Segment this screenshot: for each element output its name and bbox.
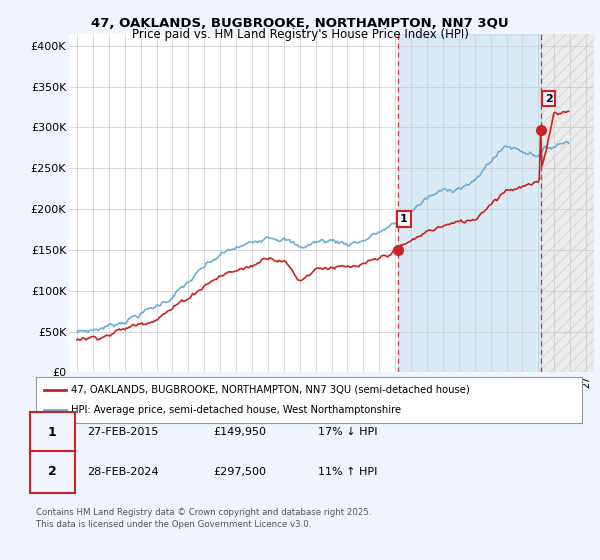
Text: 1: 1 [48, 426, 56, 439]
Bar [398, 34, 541, 372]
Text: 17% ↓ HPI: 17% ↓ HPI [318, 427, 377, 437]
Text: 2: 2 [545, 94, 553, 104]
Text: £297,500: £297,500 [213, 466, 266, 477]
Text: Price paid vs. HM Land Registry's House Price Index (HPI): Price paid vs. HM Land Registry's House … [131, 28, 469, 41]
Text: 11% ↑ HPI: 11% ↑ HPI [318, 466, 377, 477]
Text: 28-FEB-2024: 28-FEB-2024 [87, 466, 158, 477]
Bar [541, 34, 594, 372]
Text: £149,950: £149,950 [213, 427, 266, 437]
Text: 1: 1 [400, 214, 408, 224]
Text: Contains HM Land Registry data © Crown copyright and database right 2025.
This d: Contains HM Land Registry data © Crown c… [36, 508, 371, 529]
Text: HPI: Average price, semi-detached house, West Northamptonshire: HPI: Average price, semi-detached house,… [71, 405, 401, 415]
Text: 2: 2 [48, 465, 56, 478]
Text: 27-FEB-2015: 27-FEB-2015 [87, 427, 158, 437]
Text: 47, OAKLANDS, BUGBROOKE, NORTHAMPTON, NN7 3QU (semi-detached house): 47, OAKLANDS, BUGBROOKE, NORTHAMPTON, NN… [71, 385, 470, 395]
Text: 47, OAKLANDS, BUGBROOKE, NORTHAMPTON, NN7 3QU: 47, OAKLANDS, BUGBROOKE, NORTHAMPTON, NN… [91, 17, 509, 30]
